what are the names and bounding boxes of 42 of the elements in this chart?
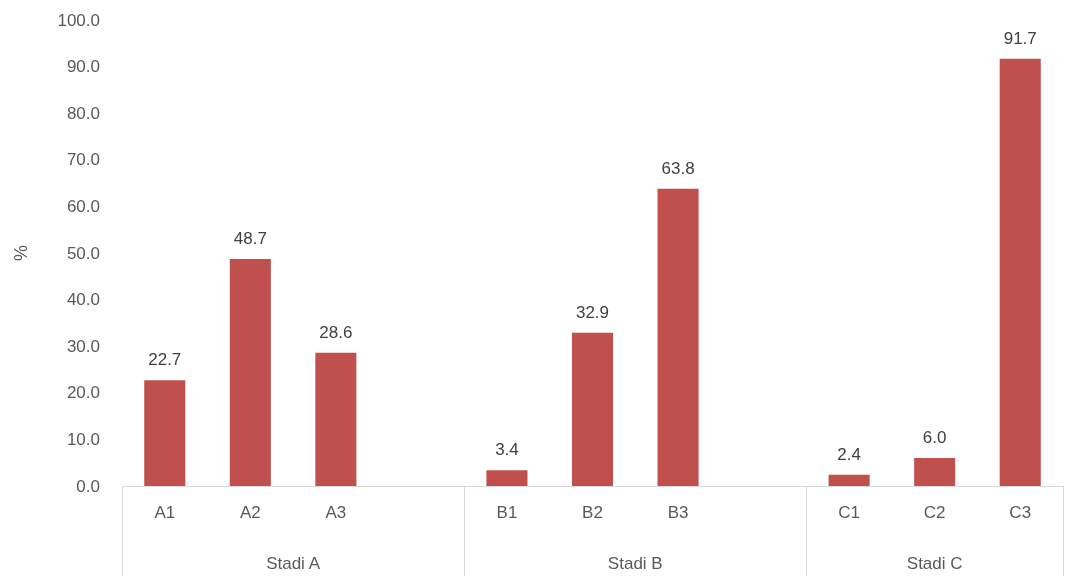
data-label: 32.9 <box>575 302 610 322</box>
data-label: 6.0 <box>922 428 947 448</box>
x-tick-label: A1 <box>154 503 176 522</box>
x-tick-label: A3 <box>325 503 347 522</box>
y-tick-label: 20.0 <box>66 383 100 403</box>
x-tick-label: A2 <box>239 503 261 522</box>
y-tick-label: 50.0 <box>66 243 100 263</box>
x-tick-label: C3 <box>1009 503 1032 522</box>
bar <box>828 474 870 486</box>
data-label: 63.8 <box>661 158 695 178</box>
x-tick-label: B2 <box>582 503 603 522</box>
y-tick-label: 10.0 <box>66 429 100 449</box>
bar <box>571 332 614 486</box>
data-label: 28.6 <box>319 322 353 342</box>
x-tick-label: B1 <box>496 503 518 522</box>
bar <box>315 352 357 486</box>
bar <box>914 458 956 486</box>
text: Stadi A <box>266 553 321 573</box>
y-tick-label: 80.0 <box>66 103 100 123</box>
y-tick-label: 70.0 <box>66 150 100 170</box>
bar <box>229 259 271 486</box>
text: Stadi C <box>906 553 963 573</box>
data-label: 91.7 <box>1003 28 1037 48</box>
data-label: 48.7 <box>233 229 267 249</box>
y-tick-label: 0.0 <box>76 476 100 496</box>
y-tick-label: 90.0 <box>66 57 100 77</box>
data-label: 2.4 <box>837 444 861 464</box>
bar <box>657 188 699 486</box>
data-label: 3.4 <box>495 440 519 460</box>
y-axis-title: % <box>11 244 31 262</box>
bar <box>999 58 1041 486</box>
bar <box>144 380 186 486</box>
y-tick-label: 60.0 <box>66 196 100 216</box>
y-tick-label: 40.0 <box>66 290 100 310</box>
y-tick-label: 30.0 <box>66 336 100 356</box>
bar <box>486 470 528 486</box>
x-tick-label: C2 <box>923 503 946 522</box>
data-label: 22.7 <box>148 350 182 370</box>
y-tick-label: 100.0 <box>57 10 100 30</box>
x-tick-label: C1 <box>838 503 860 522</box>
x-tick-label: B3 <box>667 503 689 522</box>
text: Stadi B <box>607 553 663 573</box>
